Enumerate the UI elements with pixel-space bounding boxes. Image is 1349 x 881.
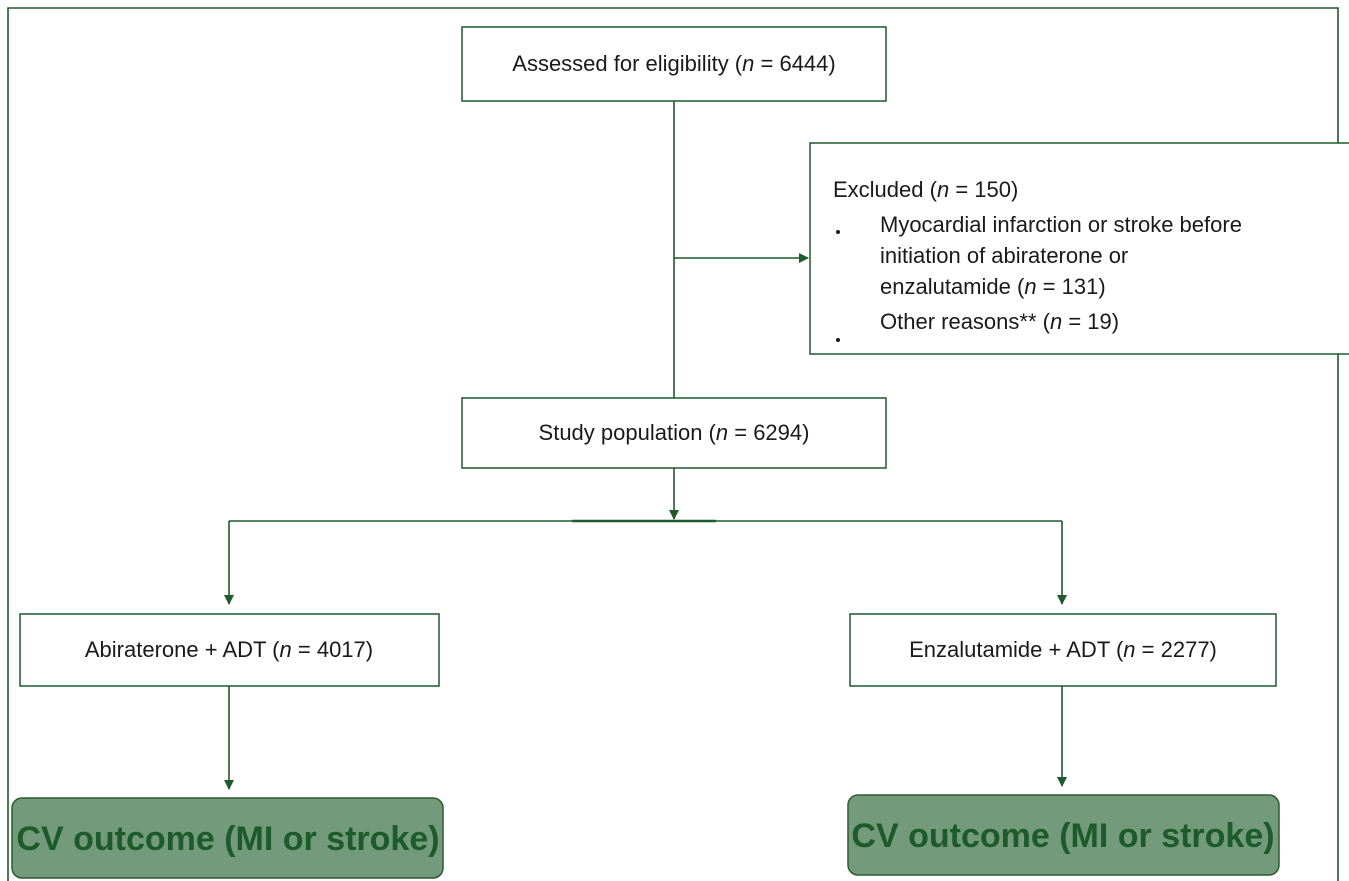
outcome-label: CV outcome (MI or stroke)	[16, 820, 439, 858]
text: = 4017)	[292, 637, 373, 662]
frame	[7, 7, 1339, 881]
text: = 2277)	[1136, 637, 1217, 662]
text: n	[716, 420, 728, 445]
outcome-label: CV outcome (MI or stroke)	[851, 817, 1274, 855]
text: = 150)	[949, 177, 1018, 202]
exclusion-item: initiation of abiraterone or	[880, 243, 1128, 268]
text: n	[742, 51, 754, 76]
text: Excluded (	[833, 177, 938, 202]
text: Abiraterone + ADT (	[85, 637, 280, 662]
node-label: Assessed for eligibility (n = 6444)	[512, 51, 835, 76]
text: = 6294)	[728, 420, 809, 445]
exclusion-box	[809, 142, 1349, 355]
node-label: Study population (n = 6294)	[539, 420, 810, 445]
text: n	[937, 177, 949, 202]
text: Assessed for eligibility (	[512, 51, 743, 76]
text: n	[1123, 637, 1135, 662]
exclusion-title: Excluded (n = 150)	[833, 177, 1018, 202]
node-box	[849, 613, 1277, 687]
text: n	[1024, 274, 1036, 299]
text: Other reasons** (	[880, 309, 1051, 334]
text: Enzalutamide + ADT (	[909, 637, 1124, 662]
text: = 19)	[1062, 309, 1119, 334]
exclusion-item: Other reasons** (n = 19)	[880, 309, 1119, 334]
outcome-box	[11, 797, 444, 879]
bullet	[836, 230, 840, 234]
node-box	[461, 26, 887, 102]
text: n	[280, 637, 292, 662]
bullet	[836, 338, 840, 342]
node-box	[19, 613, 440, 687]
text: Study population (	[539, 420, 717, 445]
text: enzalutamide (	[880, 274, 1025, 299]
text: = 131)	[1037, 274, 1106, 299]
text: n	[1050, 309, 1062, 334]
outcome-box	[847, 794, 1280, 876]
text: = 6444)	[754, 51, 835, 76]
node-box	[461, 397, 887, 469]
exclusion-item: Myocardial infarction or stroke before	[880, 212, 1242, 237]
node-label: Abiraterone + ADT (n = 4017)	[85, 637, 373, 662]
exclusion-item: enzalutamide (n = 131)	[880, 274, 1106, 299]
node-label: Enzalutamide + ADT (n = 2277)	[909, 637, 1217, 662]
